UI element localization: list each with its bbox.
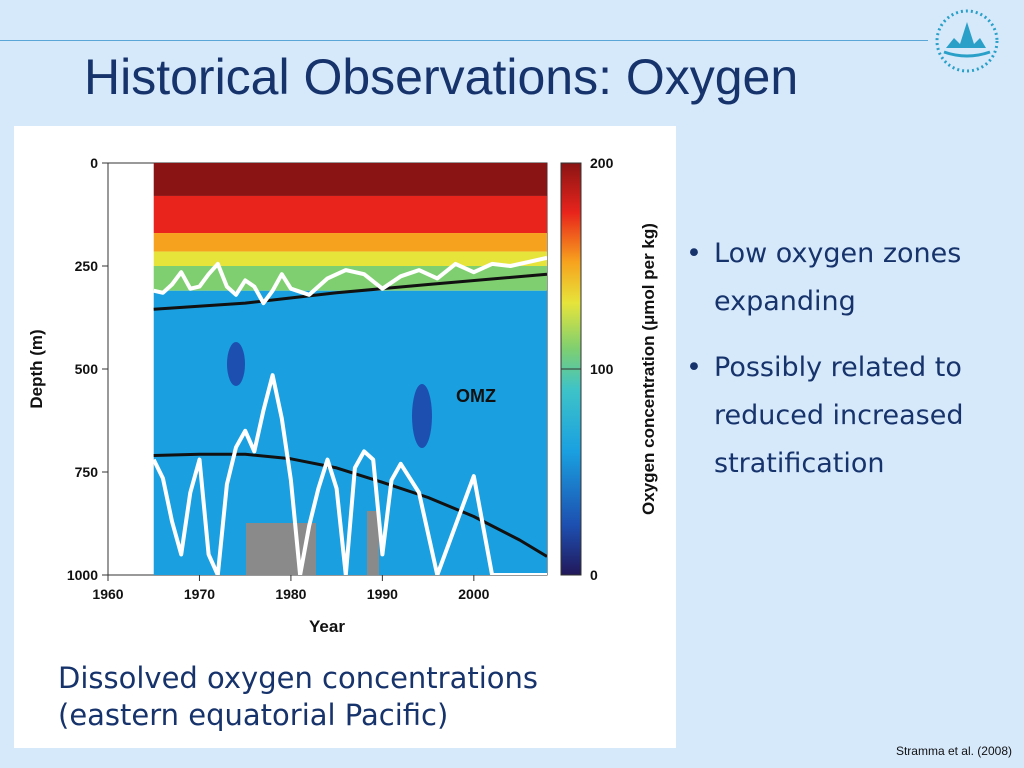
y-axis-label: Depth (m) bbox=[27, 329, 46, 408]
trend-line bbox=[153, 452, 547, 558]
x-tick-label: 1970 bbox=[184, 586, 215, 602]
colorbar-tick-label: 0 bbox=[590, 567, 598, 583]
caption-line-2: (eastern equatorial Pacific) bbox=[58, 698, 449, 732]
bullet-glyph: • bbox=[686, 352, 702, 383]
caption-line-1: Dissolved oxygen concentrations bbox=[58, 661, 539, 695]
heatmap-band bbox=[153, 251, 547, 266]
x-tick-label: 1960 bbox=[92, 586, 123, 602]
omz-patches bbox=[227, 342, 473, 575]
research-vessel-logo-icon bbox=[934, 8, 1000, 74]
x-tick-label: 1990 bbox=[367, 586, 398, 602]
bullet-list: • Low oxygen zones expanding • Possibly … bbox=[684, 230, 1014, 506]
figure-panel: OMZ 1960 1970 1980 1990 2000 0 250 500 750 1000 0… bbox=[14, 126, 676, 748]
y-tick-label: 1000 bbox=[67, 567, 98, 583]
x-tick-label: 1980 bbox=[275, 586, 306, 602]
colorbar-tick-label: 100 bbox=[590, 361, 614, 377]
title-divider-line bbox=[0, 40, 928, 41]
bullet-glyph: • bbox=[686, 238, 702, 269]
low-oxygen-patch bbox=[445, 432, 473, 480]
bullet-item: • Possibly related to reduced increased … bbox=[684, 344, 1014, 488]
figure-caption: Dissolved oxygen concentrations (eastern… bbox=[58, 660, 658, 734]
x-tick-label: 2000 bbox=[458, 586, 489, 602]
bullet-item: • Low oxygen zones expanding bbox=[684, 230, 1014, 326]
contour-line bbox=[153, 255, 547, 306]
y-tick-label: 500 bbox=[75, 361, 99, 377]
missing-data-patch bbox=[367, 511, 379, 575]
trend-line bbox=[153, 272, 547, 311]
slide-title: Historical Observations: Oxygen bbox=[84, 49, 799, 105]
bullet-text: Possibly related to reduced increased st… bbox=[714, 352, 964, 479]
contour-line bbox=[151, 373, 547, 575]
y-tick-label: 750 bbox=[75, 464, 99, 480]
heatmap-band bbox=[153, 195, 547, 234]
x-axis-label: Year bbox=[309, 617, 345, 636]
bullet-text: Low oxygen zones expanding bbox=[714, 238, 962, 317]
axes: 1960 1970 1980 1990 2000 0 250 500 750 1000 bbox=[67, 155, 490, 602]
heatmap-band bbox=[153, 233, 547, 252]
citation: Stramma et al. (2008) bbox=[895, 744, 1012, 758]
low-oxygen-patch bbox=[412, 384, 432, 448]
colorbar-tick-label: 200 bbox=[590, 155, 614, 171]
colorbar-label: Oxygen concentration (μmol per kg) bbox=[639, 223, 658, 515]
y-tick-label: 0 bbox=[90, 155, 98, 171]
y-tick-label: 250 bbox=[75, 258, 99, 274]
colorbar-ticks: 0 100 200 bbox=[561, 155, 614, 583]
low-oxygen-patch bbox=[227, 342, 245, 386]
heatmap-band bbox=[153, 163, 547, 196]
omz-annotation: OMZ bbox=[456, 386, 496, 406]
contour-lines bbox=[151, 255, 547, 575]
